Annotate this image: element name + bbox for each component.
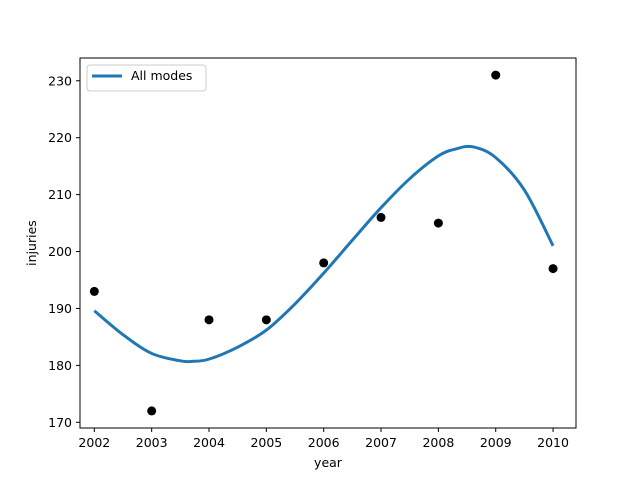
axes-layer: 2002 2003 2004 2005 2006 2007 2008 2009 2010 170 1… xyxy=(48,73,569,450)
y-tick-label-5: 220 xyxy=(48,130,72,145)
x-tick-label-2: 2004 xyxy=(193,435,225,450)
legend: All modes xyxy=(86,64,207,92)
data-point-0 xyxy=(89,286,99,296)
x-tick-label-1: 2003 xyxy=(136,435,168,450)
x-tick-label-4: 2006 xyxy=(308,435,340,450)
x-axis-label: year xyxy=(314,455,343,470)
x-tick-label-5: 2007 xyxy=(365,435,397,450)
x-tick-label-8: 2010 xyxy=(537,435,569,450)
plot-frame xyxy=(79,57,577,429)
data-point-7 xyxy=(491,70,501,80)
y-tick-label-3: 200 xyxy=(48,244,72,259)
y-tick-label-2: 190 xyxy=(48,301,72,316)
legend-label: All modes xyxy=(131,68,192,83)
x-tick-label-3: 2005 xyxy=(250,435,282,450)
series-line-0 xyxy=(93,144,555,364)
data-point-2 xyxy=(204,315,214,325)
data-point-3 xyxy=(261,315,271,325)
x-tick-label-6: 2008 xyxy=(422,435,454,450)
x-tick-label-7: 2009 xyxy=(480,435,512,450)
y-tick-label-0: 170 xyxy=(48,415,72,430)
y-tick-label-4: 210 xyxy=(48,187,72,202)
data-point-4 xyxy=(319,258,329,268)
y-tick-label-6: 230 xyxy=(48,73,72,88)
marks-layer xyxy=(89,70,558,416)
legend-box xyxy=(86,64,207,92)
y-axis-label: injuries xyxy=(24,220,39,266)
data-point-8 xyxy=(548,264,558,274)
x-tick-label-0: 2002 xyxy=(78,435,110,450)
y-tick-label-1: 180 xyxy=(48,358,72,373)
data-point-6 xyxy=(433,218,443,228)
data-point-1 xyxy=(147,406,157,416)
data-point-5 xyxy=(376,212,386,222)
plot-area xyxy=(80,58,576,428)
